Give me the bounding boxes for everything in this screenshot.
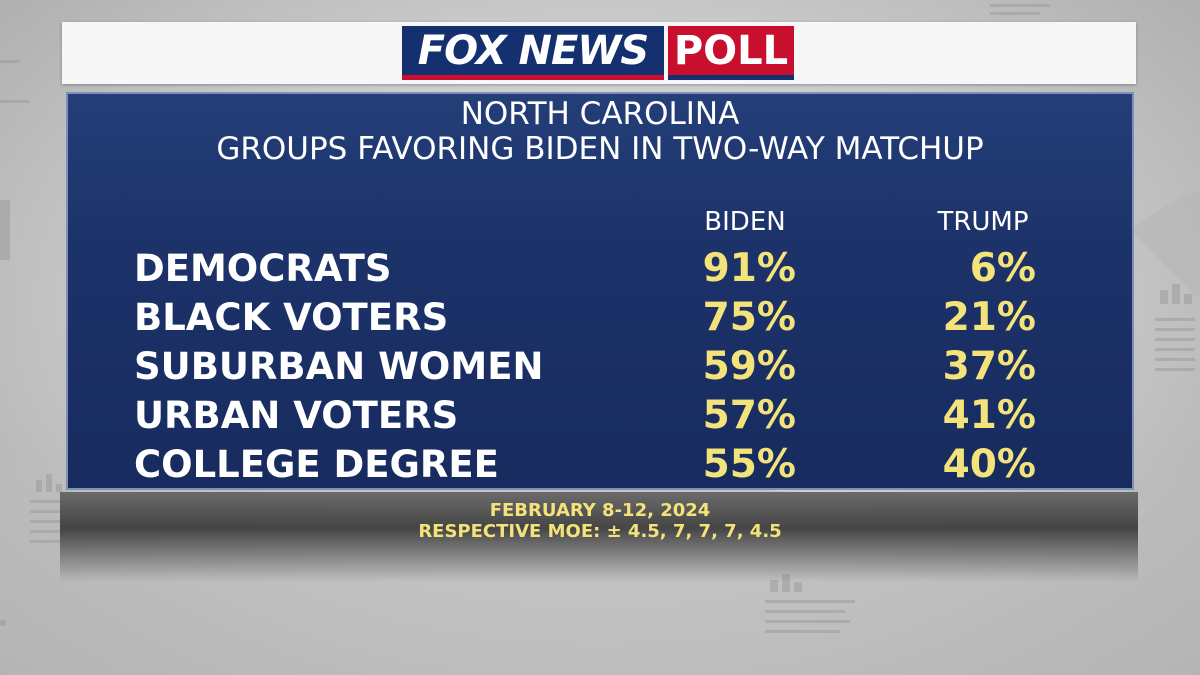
value-trump-black-voters: 21% [942,295,1036,340]
value-biden-democrats: 91% [702,246,796,291]
fox-news-poll-logo: FOX NEWS POLL [402,26,794,80]
column-header-biden: BIDEN [704,207,786,237]
value-trump-democrats: 6% [969,246,1036,291]
logo-section: POLL [668,26,794,80]
row-label-urban-voters: URBAN VOTERS [134,394,459,437]
row-label-democrats: DEMOCRATS [134,247,392,290]
panel-shadow [60,492,1138,582]
value-trump-college-degree: 40% [942,442,1036,487]
poll-dates: FEBRUARY 8-12, 2024 [489,500,711,521]
column-header-trump: TRUMP [937,207,1029,237]
value-biden-black-voters: 75% [702,295,796,340]
logo-brand: FOX NEWS [402,26,664,80]
poll-panel [66,92,1134,490]
row-label-black-voters: BLACK VOTERS [134,296,449,339]
value-biden-urban-voters: 57% [702,393,796,438]
margin-of-error: RESPECTIVE MOE: ± 4.5, 7, 7, 7, 4.5 [418,521,782,542]
chart-subtitle: GROUPS FAVORING BIDEN IN TWO-WAY MATCHUP [216,131,984,167]
value-biden-college-degree: 55% [702,442,796,487]
value-biden-suburban-women: 59% [702,344,796,389]
chart-title: NORTH CAROLINA [460,96,740,132]
value-trump-suburban-women: 37% [942,344,1036,389]
value-trump-urban-voters: 41% [942,393,1036,438]
row-label-suburban-women: SUBURBAN WOMEN [134,345,544,388]
row-label-college-degree: COLLEGE DEGREE [134,443,499,486]
